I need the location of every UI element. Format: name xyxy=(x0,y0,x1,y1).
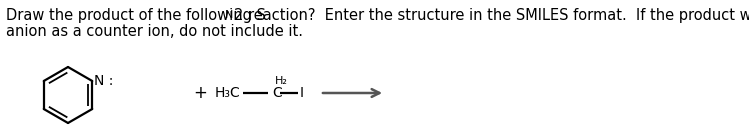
Text: I: I xyxy=(300,86,304,100)
Text: N :: N : xyxy=(94,74,114,88)
Text: Draw the product of the following S: Draw the product of the following S xyxy=(6,8,266,23)
Text: H₃C: H₃C xyxy=(215,86,240,100)
Text: H₂: H₂ xyxy=(275,76,288,86)
Text: +: + xyxy=(193,84,207,102)
Text: 2 reaction?  Enter the structure in the SMILES format.  If the product would hav: 2 reaction? Enter the structure in the S… xyxy=(234,8,749,23)
Text: N: N xyxy=(225,10,234,21)
Text: anion as a counter ion, do not include it.: anion as a counter ion, do not include i… xyxy=(6,24,303,39)
Text: C: C xyxy=(272,86,282,100)
